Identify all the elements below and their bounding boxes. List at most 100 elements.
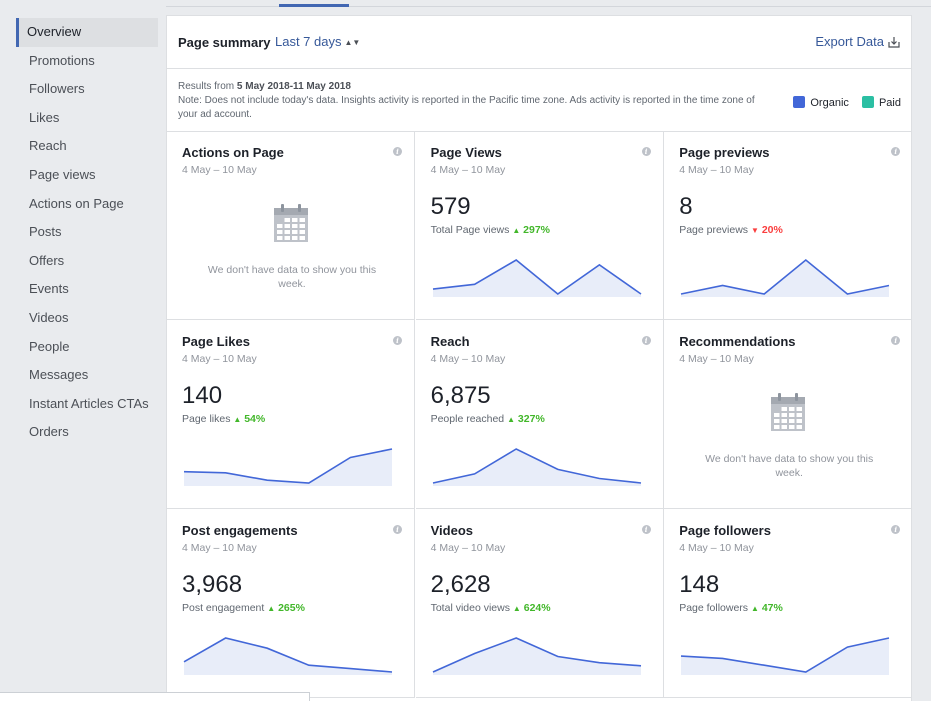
summary-header: Page summary Last 7 days ▲▼ Export Data <box>167 16 911 69</box>
sidebar-item-videos[interactable]: Videos <box>29 309 69 325</box>
calendar-icon <box>771 393 806 431</box>
sidebar-item-offers[interactable]: Offers <box>29 252 65 268</box>
metric-subtitle: Total Page views ▲ 297% <box>431 224 550 236</box>
trend-up-icon: ▲ <box>512 226 521 235</box>
metric-value: 6,875 <box>430 382 491 409</box>
metric-subtitle: Page previews ▼ 20% <box>679 224 783 236</box>
card-actions-on-page[interactable]: Actions on Page 4 May – 10 May i We don't h… <box>167 131 415 320</box>
metric-subtitle: Page followers ▲ 47% <box>679 602 783 614</box>
card-videos[interactable]: Videos 4 May – 10 May i 2,628 Total video vi… <box>415 509 664 698</box>
metric-value: 579 <box>430 193 471 220</box>
sort-arrows-icon: ▲▼ <box>344 38 361 47</box>
info-icon[interactable]: i <box>393 147 402 156</box>
info-icon[interactable]: i <box>393 525 402 534</box>
export-data-button[interactable]: Export Data <box>815 34 900 49</box>
card-title: Reach <box>430 334 470 349</box>
percent-change: 297% <box>523 224 551 236</box>
info-icon[interactable]: i <box>641 147 651 156</box>
legend-paid: Paid <box>861 96 901 109</box>
info-icon[interactable]: i <box>393 336 402 345</box>
sidebar-item-actions-on-page[interactable]: Actions on Page <box>29 195 124 211</box>
sparkline-area <box>432 449 641 486</box>
timezone-note: Note: Does not include today's data. Ins… <box>178 95 755 120</box>
metric-subtitle-label: Post engagement <box>182 602 265 614</box>
sidebar-nav: Overview Promotions Followers Likes Reach Pag… <box>16 18 158 447</box>
card-page-views[interactable]: Page Views 4 May – 10 May i 579 Total Page v… <box>415 131 664 320</box>
card-date-range: 4 May – 10 May <box>430 164 506 176</box>
metric-subtitle: People reached ▲ 327% <box>431 413 545 425</box>
results-prefix: Results from <box>178 81 237 92</box>
sidebar-item-instant-articles-ctas[interactable]: Instant Articles CTAs <box>29 395 149 411</box>
sidebar-item-overview[interactable]: Overview <box>16 18 158 47</box>
top-tab-divider <box>166 6 931 7</box>
sparkline-line <box>183 637 393 673</box>
info-icon[interactable]: i <box>891 147 901 156</box>
page-title: Page summary <box>178 35 271 50</box>
metric-value: 8 <box>679 193 693 220</box>
sparkline-line <box>432 259 642 296</box>
date-range-label: Last 7 days <box>275 34 342 49</box>
card-date-range: 4 May – 10 May <box>430 542 506 554</box>
sidebar-item-page-views[interactable]: Page views <box>29 166 96 182</box>
export-icon <box>888 37 900 48</box>
card-page-followers[interactable]: Page followers 4 May – 10 May i 148 Page fol… <box>664 509 911 698</box>
sparkline-videos <box>432 637 641 675</box>
results-note: Results from 5 May 2018-11 May 2018 Note… <box>167 69 911 132</box>
metric-subtitle-label: People reached <box>430 413 505 425</box>
date-range-selector[interactable]: Last 7 days ▲▼ <box>275 34 360 49</box>
percent-change: 54% <box>244 413 266 425</box>
sparkline-post-engagements <box>183 637 393 675</box>
results-range-text: Results from 5 May 2018-11 May 2018 <box>178 81 351 92</box>
percent-change: 265% <box>278 602 305 614</box>
sidebar-item-orders[interactable]: Orders <box>29 424 69 440</box>
info-icon[interactable]: i <box>891 336 901 345</box>
results-range: 5 May 2018-11 May 2018 <box>236 81 351 92</box>
card-title: Page Views <box>430 145 502 160</box>
metric-value: 148 <box>679 571 720 598</box>
card-page-likes[interactable]: Page Likes 4 May – 10 May i 140 Page likes ▲… <box>167 320 415 509</box>
sidebar-item-posts[interactable]: Posts <box>29 224 62 240</box>
card-recommendations[interactable]: Recommendations 4 May – 10 May i We don't h… <box>664 320 911 509</box>
info-icon[interactable]: i <box>641 336 651 345</box>
card-date-range: 4 May – 10 May <box>182 353 257 365</box>
sidebar-item-promotions[interactable]: Promotions <box>29 52 95 68</box>
card-date-range: 4 May – 10 May <box>182 164 257 176</box>
metric-subtitle: Page likes ▲ 54% <box>182 413 265 425</box>
card-post-engagements[interactable]: Post engagements 4 May – 10 May i 3,968 Post… <box>167 509 415 698</box>
trend-up-icon: ▲ <box>507 415 515 424</box>
legend: Organic Paid <box>783 96 901 109</box>
sidebar-item-people[interactable]: People <box>29 338 70 354</box>
no-data-message: We don't have data to show you this week… <box>207 264 377 290</box>
trend-up-icon: ▲ <box>750 604 759 613</box>
sparkline-area <box>432 638 641 675</box>
percent-change: 20% <box>761 224 783 236</box>
sidebar-item-reach[interactable]: Reach <box>29 138 67 154</box>
info-icon[interactable]: i <box>641 525 651 534</box>
sparkline-area <box>681 638 890 675</box>
card-page-previews[interactable]: Page previews 4 May – 10 May i 8 Page previe… <box>664 131 911 320</box>
sparkline-line <box>183 448 393 484</box>
trend-up-icon: ▲ <box>512 604 521 613</box>
card-date-range: 4 May – 10 May <box>679 353 754 365</box>
card-date-range: 4 May – 10 May <box>679 542 754 554</box>
sidebar-item-followers[interactable]: Followers <box>29 81 85 97</box>
legend-organic: Organic <box>793 96 849 109</box>
sidebar-item-messages[interactable]: Messages <box>29 367 89 383</box>
metric-value: 3,968 <box>182 571 243 598</box>
card-date-range: 4 May – 10 May <box>679 164 754 176</box>
card-title: Page previews <box>679 145 770 160</box>
organic-swatch <box>793 96 806 108</box>
info-icon[interactable]: i <box>891 525 901 534</box>
sidebar-item-likes[interactable]: Likes <box>29 109 60 125</box>
metric-subtitle: Post engagement ▲ 265% <box>182 602 305 614</box>
card-title: Page followers <box>679 523 771 538</box>
percent-change: 47% <box>761 602 783 614</box>
sidebar-item-events[interactable]: Events <box>29 281 69 297</box>
card-date-range: 4 May – 10 May <box>182 542 257 554</box>
sparkline-line <box>432 448 641 484</box>
metric-subtitle: Total video views ▲ 624% <box>431 602 551 614</box>
page-summary-panel: Page summary Last 7 days ▲▼ Export Data R… <box>166 15 912 701</box>
metric-subtitle-label: Page previews <box>679 224 749 236</box>
percent-change: 624% <box>523 602 551 614</box>
card-reach[interactable]: Reach 4 May – 10 May i 6,875 People reached … <box>415 320 664 509</box>
